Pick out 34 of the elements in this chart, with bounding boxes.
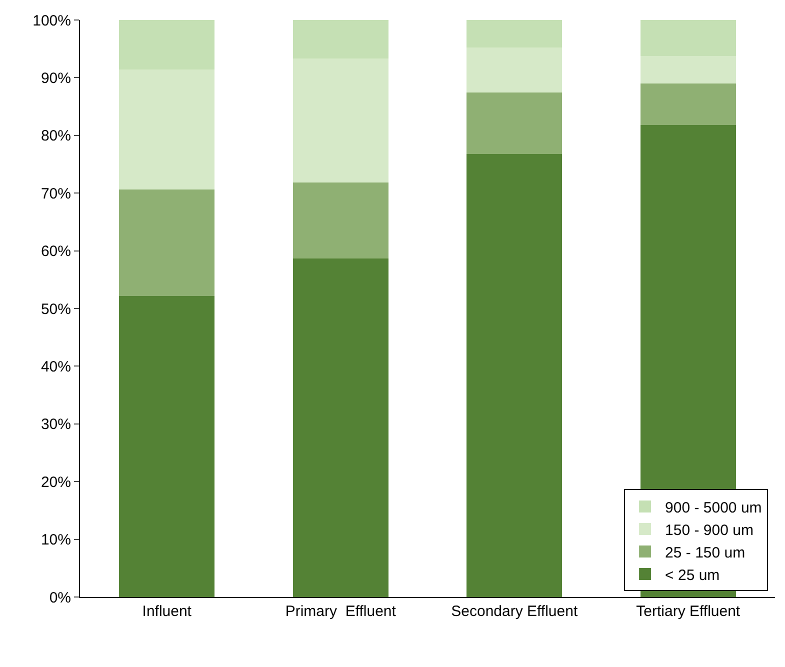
bar xyxy=(292,20,388,59)
bar xyxy=(640,56,736,84)
y-tick-label: 60% xyxy=(40,243,71,260)
bar xyxy=(466,154,562,597)
y-tick-label: 40% xyxy=(40,358,71,376)
legend-label: 150 - 900 um xyxy=(665,522,754,539)
legend-label: 25 - 150 um xyxy=(665,544,746,562)
bar xyxy=(119,70,215,190)
bar xyxy=(466,92,562,154)
x-tick-label: Secondary Effluent xyxy=(451,603,578,620)
y-tick-label: 30% xyxy=(40,416,71,434)
y-tick-label: 70% xyxy=(40,185,71,202)
y-tick-label: 50% xyxy=(40,300,71,318)
y-tick-label: 80% xyxy=(40,128,71,145)
y-tick-label: 20% xyxy=(40,474,71,491)
bar xyxy=(466,20,562,48)
bar xyxy=(292,182,388,258)
y-tick-label: 90% xyxy=(40,70,71,87)
y-tick-label: 0% xyxy=(49,589,71,606)
y-tick-label: 100% xyxy=(32,12,71,30)
y-tick-label: 10% xyxy=(40,532,71,549)
bar xyxy=(640,83,736,126)
x-tick-label: Tertiary Effluent xyxy=(636,603,741,620)
bar xyxy=(119,190,215,296)
legend-label: < 25 um xyxy=(665,566,720,584)
bar xyxy=(119,296,215,597)
bar xyxy=(292,258,388,597)
legend-label: 900 - 5000 um xyxy=(665,499,762,516)
bar xyxy=(466,48,562,93)
x-tick-label: Primary Effluent xyxy=(285,603,397,620)
bar xyxy=(640,20,736,56)
x-tick-label: Influent xyxy=(142,603,192,620)
bar xyxy=(119,20,215,70)
bar xyxy=(292,58,388,183)
